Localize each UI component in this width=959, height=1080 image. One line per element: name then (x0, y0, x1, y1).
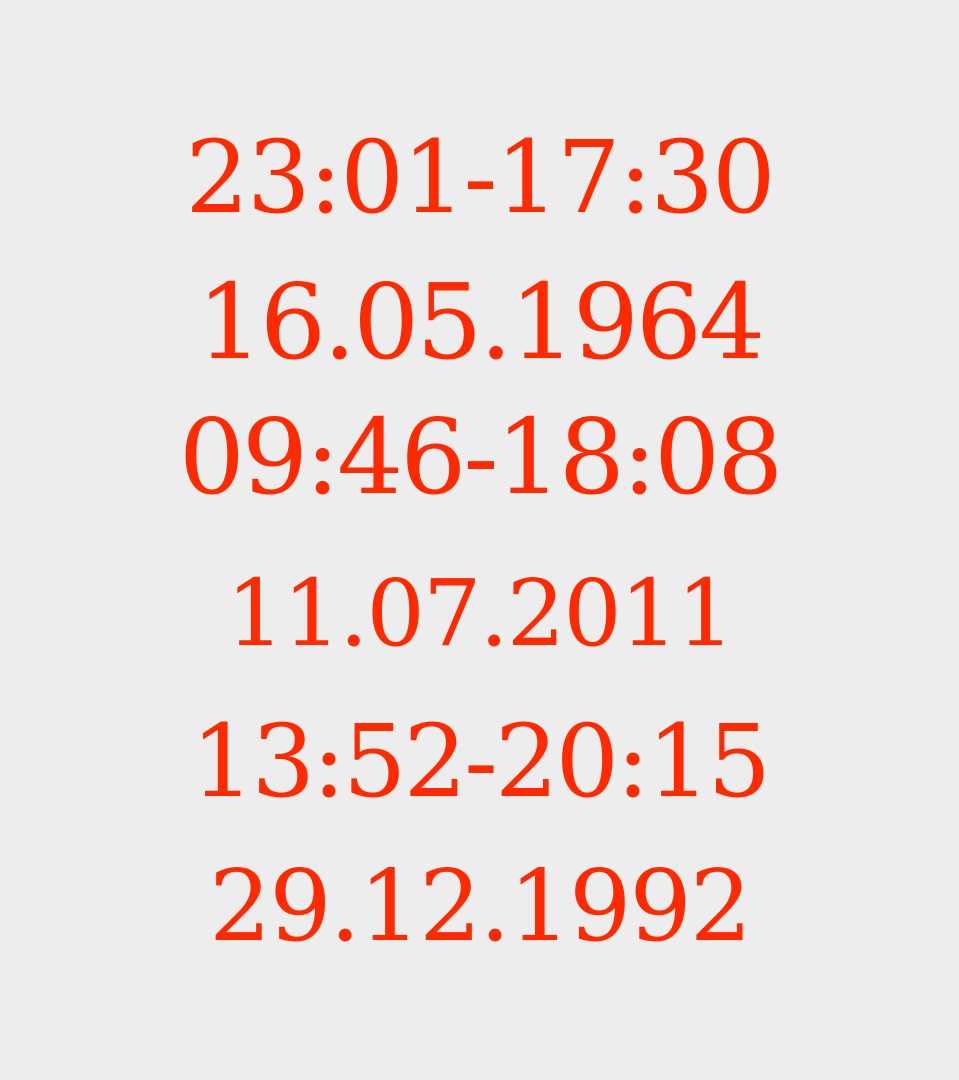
date-1: 16.05.1964 (196, 261, 765, 383)
date-3: 29.12.1992 (208, 850, 752, 964)
time-range-2: 09:46-18:08 (178, 396, 784, 518)
time-range-1: 23:01-17:30 (185, 119, 775, 236)
date-2: 11.07.2011 (226, 560, 735, 667)
time-range-3: 13:52-20:15 (190, 703, 771, 820)
